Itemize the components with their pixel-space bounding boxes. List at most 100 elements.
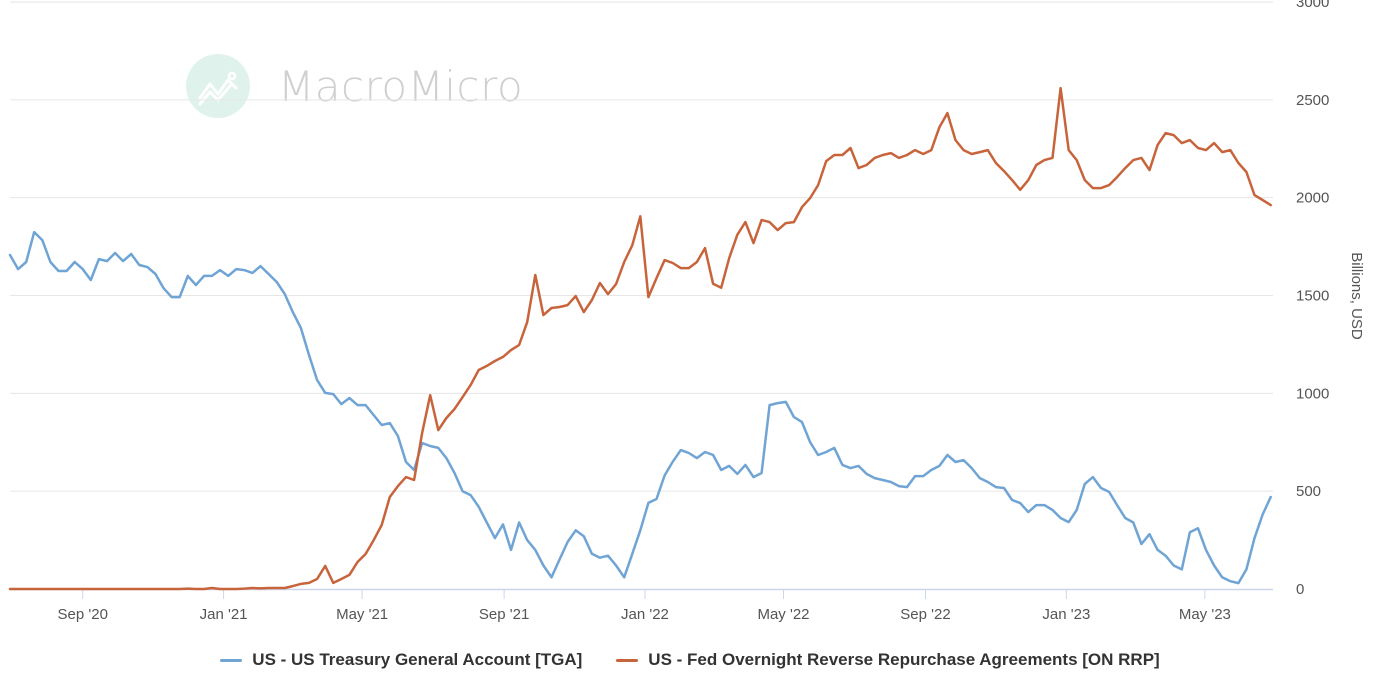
data-point: [566, 304, 568, 306]
data-point: [890, 152, 892, 154]
data-point: [1043, 504, 1045, 506]
data-point: [833, 154, 835, 156]
data-point: [1019, 189, 1021, 191]
x-tick-label: Sep '22: [900, 606, 950, 623]
data-point: [1261, 199, 1263, 201]
chart-trend-icon: [186, 54, 250, 118]
data-point: [906, 154, 908, 156]
data-point: [623, 576, 625, 578]
data-point: [486, 521, 488, 523]
data-point: [1132, 521, 1134, 523]
x-tick-label: Jan '23: [1042, 606, 1090, 623]
data-point: [502, 523, 504, 525]
data-point: [777, 229, 779, 231]
data-point: [987, 149, 989, 151]
data-point: [607, 293, 609, 295]
data-point: [1181, 568, 1183, 570]
data-point: [550, 576, 552, 578]
series-on-rrp: [8, 86, 1272, 591]
series-line[interactable]: [8, 230, 1272, 585]
data-point: [518, 521, 520, 523]
data-point: [57, 270, 59, 272]
data-point: [364, 404, 366, 406]
data-point: [1197, 527, 1199, 529]
data-point: [817, 184, 819, 186]
data-point: [453, 408, 455, 410]
data-point: [122, 588, 124, 590]
data-point: [203, 275, 205, 277]
data-point: [364, 553, 366, 555]
gridlines: [10, 1, 1273, 492]
data-point: [49, 588, 51, 590]
data-point: [292, 311, 294, 313]
data-point: [276, 281, 278, 283]
data-point: [680, 267, 682, 269]
data-point: [437, 447, 439, 449]
data-point: [494, 360, 496, 362]
data-point: [526, 321, 528, 323]
data-point: [82, 588, 84, 590]
legend-item-tga[interactable]: US - US Treasury General Account [TGA]: [220, 650, 582, 670]
data-point: [752, 242, 754, 244]
data-point: [1181, 142, 1183, 144]
data-point: [1092, 476, 1094, 478]
data-point: [922, 475, 924, 477]
data-point: [809, 197, 811, 199]
data-point: [389, 422, 391, 424]
data-point: [962, 149, 964, 151]
data-point: [1027, 511, 1029, 513]
watermark: MacroMicro: [186, 54, 523, 118]
data-point: [566, 541, 568, 543]
data-point: [461, 490, 463, 492]
data-point: [146, 588, 148, 590]
data-point: [1003, 487, 1005, 489]
data-point: [995, 486, 997, 488]
data-point: [930, 469, 932, 471]
data-point: [542, 314, 544, 316]
data-point: [1116, 176, 1118, 178]
data-point: [1027, 179, 1029, 181]
data-point: [583, 311, 585, 313]
legend-item-on-rrp[interactable]: US - Fed Overnight Reverse Repurchase Ag…: [616, 650, 1160, 670]
x-tick-label: Jan '22: [621, 606, 669, 623]
data-point: [752, 476, 754, 478]
data-point: [825, 160, 827, 162]
data-point: [849, 147, 851, 149]
data-point: [696, 261, 698, 263]
data-point: [938, 465, 940, 467]
data-point: [914, 149, 916, 151]
data-point: [219, 269, 221, 271]
data-point: [1108, 184, 1110, 186]
data-point: [1140, 157, 1142, 159]
data-point: [1003, 170, 1005, 172]
data-point: [720, 469, 722, 471]
data-point: [1270, 204, 1272, 206]
data-point: [90, 588, 92, 590]
data-point: [1051, 157, 1053, 159]
data-point: [49, 261, 51, 263]
legend-swatch-tga: [220, 658, 243, 662]
data-point: [591, 553, 593, 555]
data-point: [841, 464, 843, 466]
series-line[interactable]: [8, 86, 1272, 591]
data-point: [720, 287, 722, 289]
data-point: [348, 397, 350, 399]
data-point: [413, 479, 415, 481]
data-point: [1140, 543, 1142, 545]
data-point: [550, 307, 552, 309]
data-point: [381, 424, 383, 426]
y-axis-ticks: 0 500 1000 1500 2000 2500 3000: [1296, 0, 1329, 598]
x-tick-label: May '21: [336, 606, 388, 623]
data-point: [373, 414, 375, 416]
data-point: [663, 259, 665, 261]
data-point: [227, 588, 229, 590]
y-tick-label: 1500: [1296, 288, 1329, 305]
data-point: [130, 588, 132, 590]
data-point: [591, 299, 593, 301]
data-point: [187, 275, 189, 277]
data-point: [65, 270, 67, 272]
data-point: [874, 477, 876, 479]
data-point: [1068, 149, 1070, 151]
data-point: [1124, 167, 1126, 169]
y-tick-label: 1000: [1296, 385, 1329, 402]
